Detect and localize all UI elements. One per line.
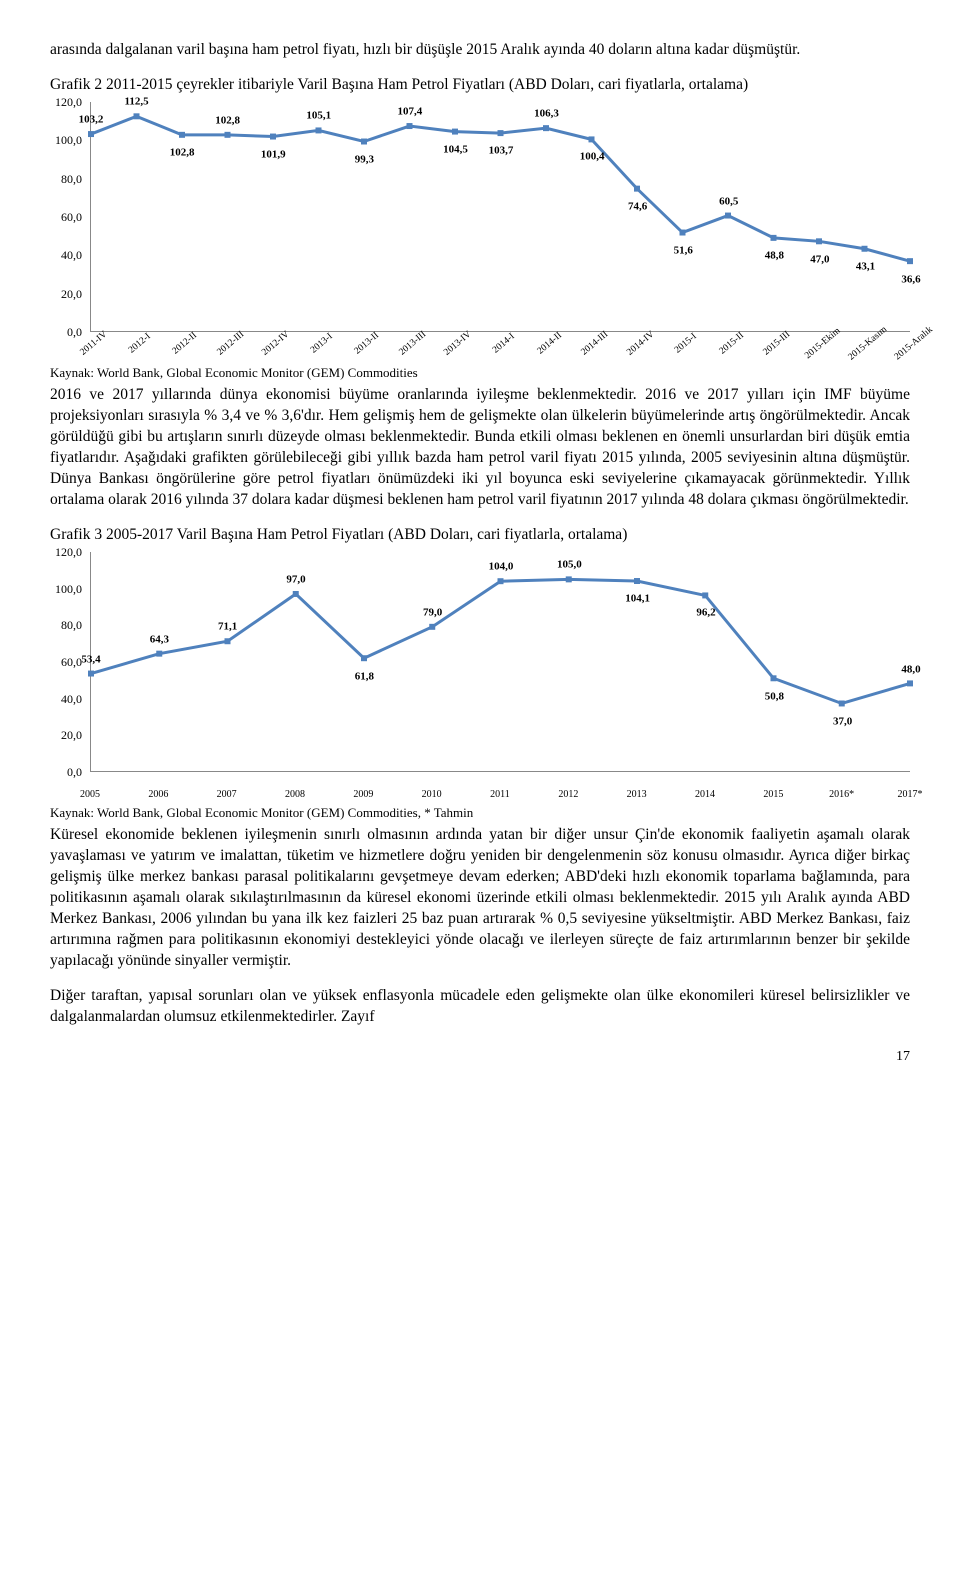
data-point-label: 99,3 xyxy=(355,152,374,167)
x-tick-label: 2012-IV xyxy=(260,329,293,360)
y-tick-label: 40,0 xyxy=(61,690,82,706)
y-tick-label: 60,0 xyxy=(61,654,82,670)
para-after-chart3: Küresel ekonomide beklenen iyileşmenin s… xyxy=(50,825,910,971)
y-tick-label: 120,0 xyxy=(55,94,82,110)
x-tick-label: 2014-I xyxy=(490,331,518,357)
x-tick-label: 2012 xyxy=(558,788,578,802)
x-tick-label: 2011 xyxy=(490,788,510,802)
chart3-source: Kaynak: World Bank, Global Economic Moni… xyxy=(50,804,910,822)
data-point-label: 101,9 xyxy=(261,147,286,162)
y-tick-label: 100,0 xyxy=(55,580,82,596)
data-point-label: 74,6 xyxy=(628,199,647,214)
data-point-label: 71,1 xyxy=(218,620,237,635)
x-tick-label: 2016* xyxy=(829,788,854,802)
x-tick-label: 2013-III xyxy=(397,329,429,359)
chart-line xyxy=(91,552,910,771)
x-tick-label: 2008 xyxy=(285,788,305,802)
data-point-label: 105,1 xyxy=(306,109,331,124)
data-point-label: 104,0 xyxy=(489,560,514,575)
data-point-label: 48,8 xyxy=(765,249,784,264)
data-point-label: 104,1 xyxy=(625,592,650,607)
y-tick-label: 40,0 xyxy=(61,247,82,263)
x-tick-label: 2015-I xyxy=(673,331,701,357)
data-point-label: 48,0 xyxy=(901,662,920,677)
data-point-label: 79,0 xyxy=(423,606,442,621)
x-tick-label: 2007 xyxy=(217,788,237,802)
chart2-title: Grafik 2 2011-2015 çeyrekler itibariyle … xyxy=(50,75,910,96)
data-point-label: 100,4 xyxy=(580,150,605,165)
x-tick-label: 2013 xyxy=(627,788,647,802)
page-number: 17 xyxy=(50,1048,910,1067)
data-point-label: 96,2 xyxy=(696,606,715,621)
chart3: 0,020,040,060,080,0100,0120,053,464,371,… xyxy=(50,552,910,802)
y-tick-label: 0,0 xyxy=(67,324,82,340)
x-tick-label: 2005 xyxy=(80,788,100,802)
data-point-label: 104,5 xyxy=(443,142,468,157)
y-tick-label: 20,0 xyxy=(61,727,82,743)
data-point-label: 107,4 xyxy=(398,105,423,120)
x-tick-label: 2013-II xyxy=(352,330,382,358)
data-point-label: 37,0 xyxy=(833,715,852,730)
x-tick-label: 2012-III xyxy=(215,329,247,359)
x-tick-label: 2017* xyxy=(898,788,923,802)
x-tick-label: 2009 xyxy=(353,788,373,802)
x-tick-label: 2012-I xyxy=(126,331,154,357)
data-point-label: 36,6 xyxy=(901,272,920,287)
data-point-label: 102,8 xyxy=(215,113,240,128)
data-point-label: 43,1 xyxy=(856,260,875,275)
data-point-label: 47,0 xyxy=(810,252,829,267)
x-tick-label: 2013-IV xyxy=(442,329,475,360)
x-tick-label: 2015 xyxy=(763,788,783,802)
y-tick-label: 80,0 xyxy=(61,170,82,186)
intro-paragraph: arasında dalgalanan varil başına ham pet… xyxy=(50,40,910,61)
x-tick-label: 2010 xyxy=(422,788,442,802)
data-point-label: 102,8 xyxy=(170,145,195,160)
y-tick-label: 100,0 xyxy=(55,132,82,148)
chart2: 0,020,040,060,080,0100,0120,0103,2112,51… xyxy=(50,102,910,362)
data-point-label: 53,4 xyxy=(81,653,100,668)
x-tick-label: 2013-I xyxy=(308,331,336,357)
x-tick-label: 2015-II xyxy=(717,330,747,358)
data-point-label: 112,5 xyxy=(124,95,148,110)
data-point-label: 105,0 xyxy=(557,558,582,573)
mid-paragraph: 2016 ve 2017 yıllarında dünya ekonomisi … xyxy=(50,385,910,511)
y-tick-label: 80,0 xyxy=(61,617,82,633)
chart3-title: Grafik 3 2005-2017 Varil Başına Ham Petr… xyxy=(50,525,910,546)
data-point-label: 50,8 xyxy=(765,689,784,704)
y-tick-label: 60,0 xyxy=(61,209,82,225)
data-point-label: 64,3 xyxy=(150,633,169,648)
data-point-label: 103,2 xyxy=(79,113,104,128)
x-tick-label: 2011-IV xyxy=(78,329,111,359)
chart-line xyxy=(91,102,910,331)
data-point-label: 61,8 xyxy=(355,669,374,684)
x-tick-label: 2014-III xyxy=(579,329,611,359)
data-point-label: 103,7 xyxy=(489,144,514,159)
y-tick-label: 0,0 xyxy=(67,764,82,780)
x-tick-label: 2014 xyxy=(695,788,715,802)
y-tick-label: 20,0 xyxy=(61,285,82,301)
chart2-source: Kaynak: World Bank, Global Economic Moni… xyxy=(50,364,910,382)
data-point-label: 51,6 xyxy=(674,244,693,259)
x-tick-label: 2015-III xyxy=(761,329,793,359)
y-tick-label: 120,0 xyxy=(55,544,82,560)
data-point-label: 106,3 xyxy=(534,107,559,122)
x-tick-label: 2014-IV xyxy=(624,329,657,360)
x-tick-label: 2014-II xyxy=(535,330,565,358)
x-tick-label: 2006 xyxy=(148,788,168,802)
last-paragraph: Diğer taraftan, yapısal sorunları olan v… xyxy=(50,986,910,1028)
x-tick-label: 2012-II xyxy=(170,330,200,358)
data-point-label: 60,5 xyxy=(719,194,738,209)
data-point-label: 97,0 xyxy=(286,573,305,588)
